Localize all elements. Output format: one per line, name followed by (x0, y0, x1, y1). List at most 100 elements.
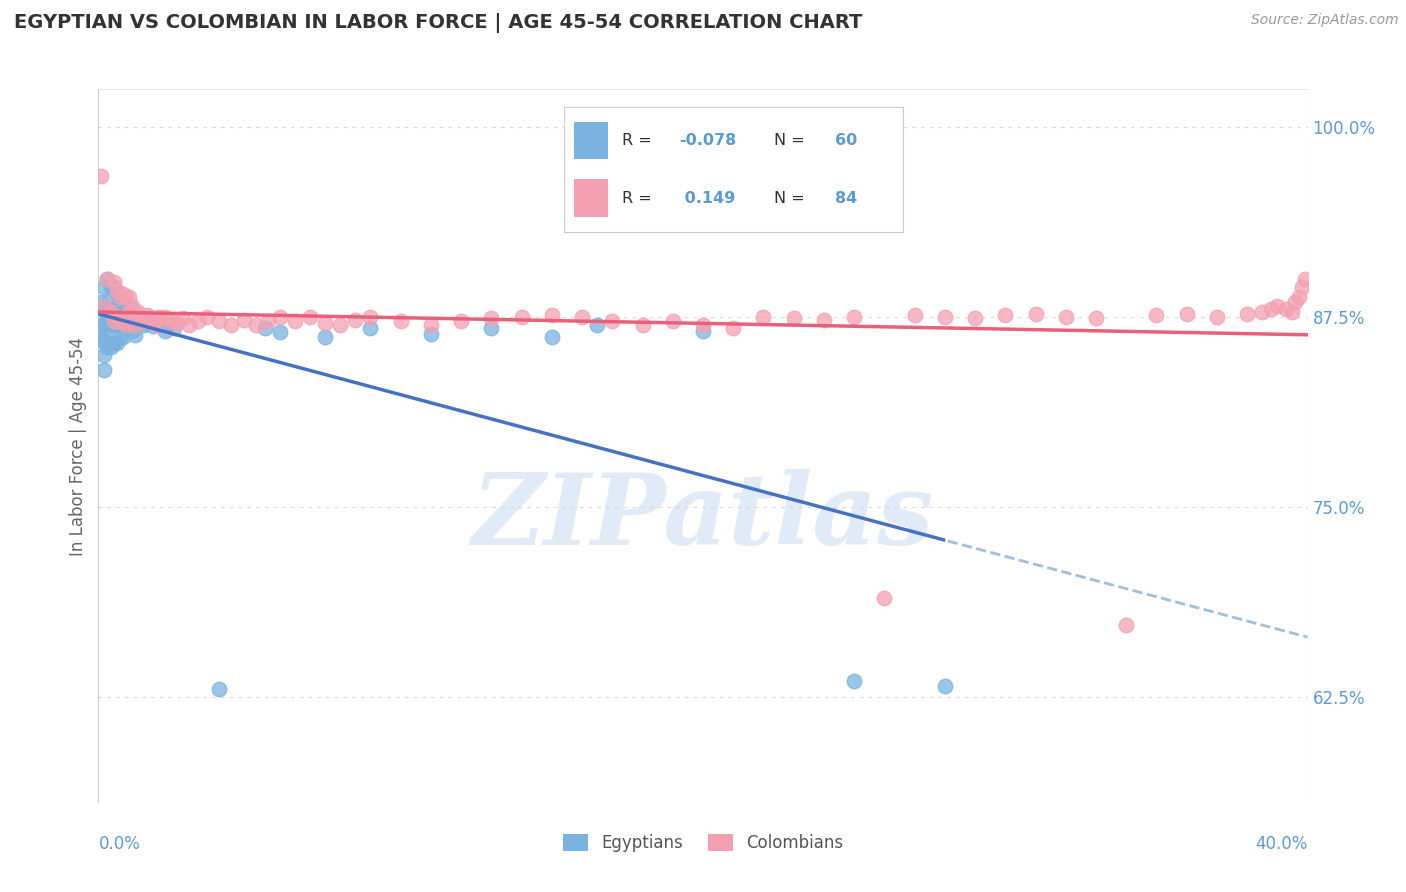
Point (344, 313, 367, 327)
Point (121, 299, 143, 313)
Point (142, 316, 165, 330)
Point (1115, 618, 1137, 632)
Point (187, 314, 209, 328)
Point (100, 305, 122, 319)
Point (111, 294, 134, 309)
Point (631, 318, 654, 332)
Point (208, 681, 231, 696)
Point (118, 290, 141, 304)
Point (692, 318, 714, 332)
Point (103, 314, 125, 328)
Point (934, 679, 956, 693)
Point (105, 302, 128, 317)
Point (127, 316, 149, 330)
Point (96, 310, 118, 324)
Point (124, 309, 146, 323)
Point (124, 305, 146, 319)
Point (90, 169, 112, 183)
Point (1251, 305, 1274, 319)
Point (114, 318, 136, 332)
Point (1260, 302, 1282, 317)
Point (420, 326, 443, 341)
Point (994, 309, 1017, 323)
Point (114, 290, 136, 304)
Point (96, 340, 118, 354)
Point (163, 320, 186, 334)
Text: 0.0%: 0.0% (98, 835, 141, 853)
Point (602, 314, 624, 328)
Point (844, 310, 866, 324)
Point (1175, 307, 1198, 321)
Point (586, 318, 609, 332)
Point (103, 275, 125, 289)
Point (93, 279, 115, 293)
Point (132, 318, 155, 332)
Point (314, 329, 336, 343)
Point (221, 318, 243, 332)
Point (105, 284, 128, 298)
Point (90, 333, 112, 347)
Point (118, 305, 141, 319)
Point (127, 305, 149, 319)
Point (100, 302, 122, 317)
Point (153, 324, 176, 338)
Point (360, 320, 382, 334)
Text: ZIPatlas: ZIPatlas (472, 469, 934, 566)
Point (1206, 310, 1229, 324)
Point (844, 674, 866, 689)
Point (121, 305, 143, 319)
Point (124, 318, 146, 332)
Point (114, 318, 136, 332)
Point (813, 313, 835, 327)
Point (269, 310, 291, 324)
Point (783, 311, 806, 326)
Text: Source: ZipAtlas.com: Source: ZipAtlas.com (1251, 13, 1399, 28)
Point (108, 290, 131, 304)
Text: EGYPTIAN VS COLOMBIAN IN LABOR FORCE | AGE 45-54 CORRELATION CHART: EGYPTIAN VS COLOMBIAN IN LABOR FORCE | A… (14, 13, 862, 33)
Point (208, 314, 231, 328)
Point (132, 314, 155, 328)
Point (114, 299, 136, 313)
Y-axis label: In Labor Force | Age 45-54: In Labor Force | Age 45-54 (69, 336, 87, 556)
Point (1054, 310, 1077, 324)
Point (934, 310, 956, 324)
Point (723, 320, 745, 334)
Point (93, 363, 115, 377)
Point (172, 311, 194, 326)
Point (1294, 272, 1316, 286)
Point (314, 316, 336, 330)
Point (103, 335, 125, 350)
Point (148, 310, 170, 324)
Point (1284, 294, 1306, 309)
Point (93, 302, 115, 317)
Point (103, 318, 125, 332)
Point (904, 309, 927, 323)
Point (96, 272, 118, 286)
Point (1291, 279, 1313, 293)
Point (153, 310, 176, 324)
Point (111, 314, 134, 328)
Point (90, 318, 112, 332)
Point (1281, 305, 1303, 319)
Point (111, 329, 134, 343)
Point (111, 287, 134, 301)
Point (420, 318, 443, 332)
Point (139, 310, 162, 324)
Point (142, 319, 165, 334)
Point (269, 325, 291, 339)
Text: 40.0%: 40.0% (1256, 835, 1308, 853)
Point (111, 311, 134, 326)
Point (450, 314, 472, 328)
Point (1024, 307, 1046, 321)
Point (124, 328, 146, 343)
Point (752, 310, 775, 324)
Point (90, 294, 112, 309)
Point (96, 294, 118, 309)
Point (965, 311, 987, 326)
Point (100, 279, 122, 293)
Point (1267, 299, 1289, 313)
Point (108, 290, 131, 304)
Point (329, 318, 352, 332)
Point (108, 329, 131, 343)
Point (135, 309, 157, 323)
